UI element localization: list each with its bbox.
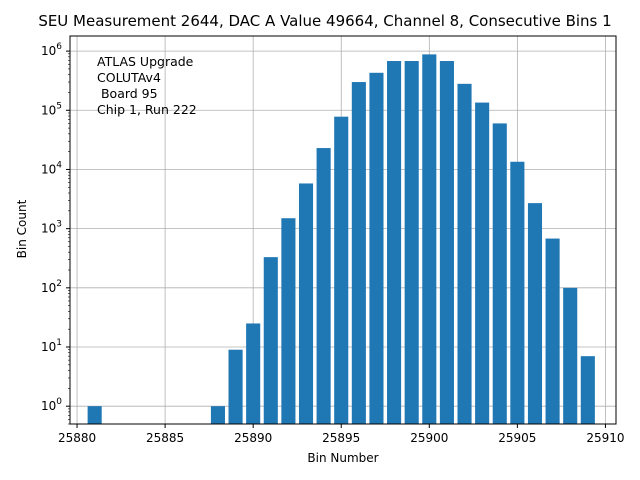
bar: [404, 61, 419, 425]
chart-title: SEU Measurement 2644, DAC A Value 49664,…: [38, 12, 611, 30]
bar: [334, 116, 349, 424]
bar: [87, 406, 102, 424]
x-tick-label: 25890: [234, 431, 272, 445]
bar: [228, 349, 243, 424]
x-tick-label: 25900: [410, 431, 448, 445]
bar: [351, 82, 366, 425]
x-axis-label: Bin Number: [307, 451, 378, 465]
x-tick-label: 25910: [586, 431, 624, 445]
bar: [475, 102, 490, 424]
bar: [281, 218, 296, 424]
x-tick-label: 25905: [498, 431, 536, 445]
y-tick-label: 102: [41, 279, 62, 295]
bar-layer: [87, 54, 595, 425]
bar: [369, 72, 384, 425]
y-tick-label: 103: [41, 220, 62, 236]
bar: [510, 161, 525, 424]
bar: [492, 123, 507, 424]
chart-annotation: ATLAS Upgrade COLUTAv4 Board 95 Chip 1, …: [97, 54, 197, 117]
bar: [563, 287, 578, 424]
bar: [439, 61, 454, 425]
annotation-line-2: COLUTAv4: [97, 70, 161, 85]
y-tick-label: 104: [41, 160, 62, 176]
bar: [457, 83, 472, 424]
bar: [422, 54, 437, 424]
bar: [387, 61, 402, 425]
x-axis-ticks: 25880 25885 25890 25895 25900 25905 25910: [58, 424, 625, 445]
bar: [210, 406, 225, 424]
bar: [316, 148, 331, 425]
x-tick-label: 25880: [58, 431, 96, 445]
bar: [263, 257, 278, 424]
bar: [545, 238, 560, 424]
y-tick-label: 106: [41, 42, 62, 58]
x-tick-label: 25895: [322, 431, 360, 445]
y-tick-label: 105: [41, 101, 62, 117]
y-axis-label: Bin Count: [15, 199, 29, 258]
x-tick-label: 25885: [146, 431, 184, 445]
bar: [527, 203, 543, 424]
y-tick-label: 100: [41, 397, 62, 413]
bar: [298, 183, 314, 424]
bar: [246, 323, 261, 424]
annotation-line-4: Chip 1, Run 222: [97, 102, 197, 117]
y-tick-label: 101: [41, 338, 62, 354]
annotation-line-3: Board 95: [97, 86, 158, 101]
plot-frame: [69, 35, 617, 425]
y-axis-ticks: 100 101 102 103 104 105 106: [41, 42, 70, 425]
bar: [580, 356, 595, 424]
annotation-line-1: ATLAS Upgrade: [97, 54, 194, 69]
